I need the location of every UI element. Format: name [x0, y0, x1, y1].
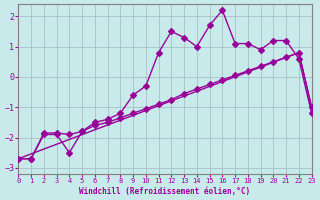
X-axis label: Windchill (Refroidissement éolien,°C): Windchill (Refroidissement éolien,°C)	[79, 187, 251, 196]
